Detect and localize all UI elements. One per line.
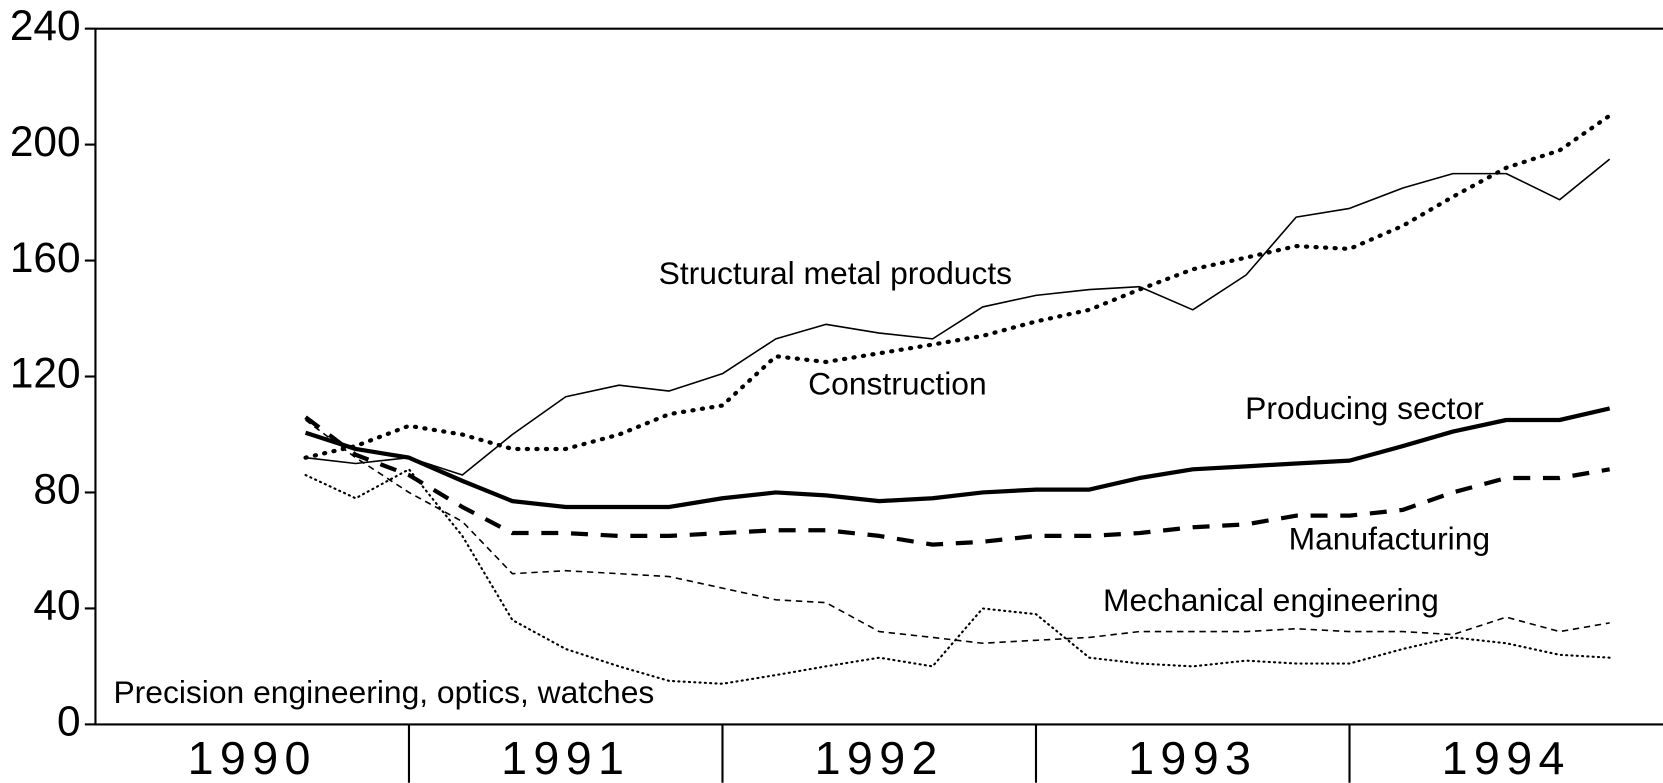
x-category-label: 1993	[1128, 732, 1257, 783]
y-tick-label: 40	[33, 582, 80, 629]
x-category-label: 1994	[1442, 732, 1571, 783]
series-line	[304, 415, 1611, 547]
x-category-label: 1990	[188, 732, 317, 783]
series-line	[303, 113, 1612, 460]
y-tick-label: 200	[10, 118, 81, 165]
series-line	[304, 406, 1611, 510]
y-tick-label: 240	[10, 2, 81, 49]
series-line	[305, 158, 1611, 476]
x-category-label: 1992	[815, 732, 944, 783]
y-tick-label: 0	[57, 698, 81, 745]
series-label: Producing sector	[1245, 390, 1484, 426]
y-tick-label: 120	[10, 350, 81, 397]
y-tick-label: 80	[33, 466, 80, 513]
series-line	[304, 468, 1611, 685]
series-label: Mechanical engineering	[1103, 582, 1439, 618]
series-label: Manufacturing	[1289, 520, 1491, 556]
x-category-label: 1991	[501, 732, 630, 783]
series-line	[305, 419, 1610, 645]
series-label: Construction	[808, 365, 987, 401]
plot: 0 40 80 120 160 200 240 1990 1991 1992 1993 1994 Str…	[10, 2, 1663, 783]
series-label: Precision engineering, optics, watches	[113, 674, 654, 710]
series-label: Structural metal products	[659, 255, 1012, 291]
y-tick-label: 160	[10, 234, 81, 281]
